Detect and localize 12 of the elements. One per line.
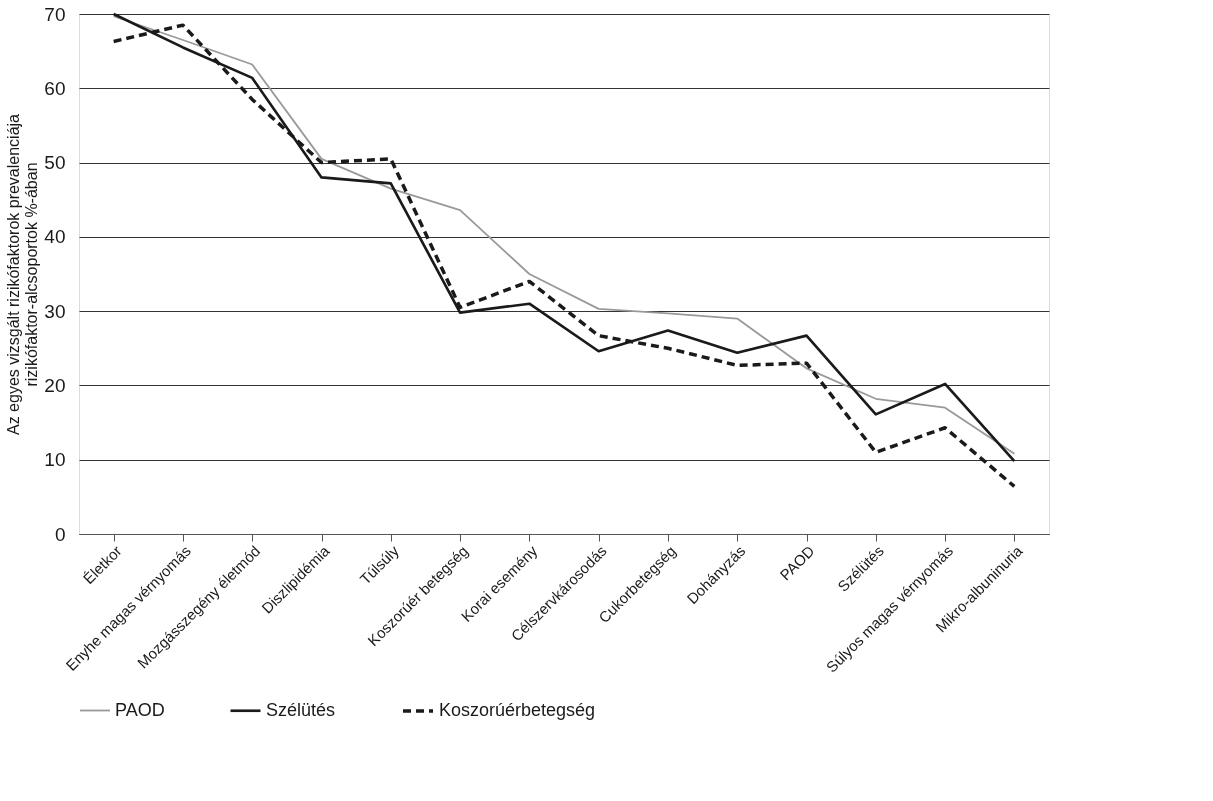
y-tick-label: 30 [44,300,66,322]
y-tick-label: 50 [44,152,66,174]
legend-label: Koszorúérbetegség [439,700,596,720]
legend-label: Szélütés [266,699,336,720]
y-tick-label: 0 [54,523,66,545]
y-tick-label: 20 [44,374,66,396]
y-tick-label: 60 [44,77,66,99]
y-axis-title: Az egyes vizsgált rizikófaktorok prevalenciája rizikófaktor-alcsoportok %-ában [5,113,41,436]
legend-label: PAOD [115,699,165,720]
y-tick-label: 70 [44,3,66,25]
y-tick-label: 40 [44,226,66,248]
y-tick-label: 10 [44,449,66,471]
